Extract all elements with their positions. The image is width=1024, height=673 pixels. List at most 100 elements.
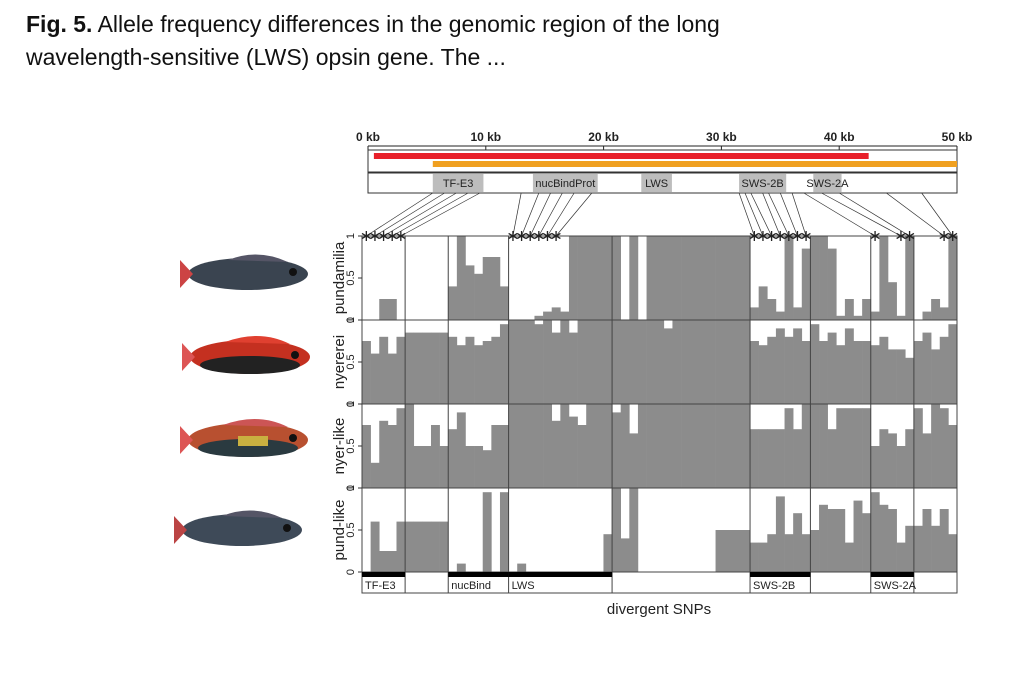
- bar: [499, 425, 509, 488]
- bar: [482, 341, 492, 404]
- bar: [862, 513, 872, 572]
- bar: [913, 525, 923, 572]
- bar: [387, 425, 397, 488]
- bar: [758, 429, 768, 488]
- bar: [629, 433, 639, 488]
- bar: [681, 320, 690, 404]
- bar: [586, 320, 596, 404]
- y-tick-label: 0.5: [345, 438, 357, 453]
- bar: [603, 320, 613, 404]
- bar: [801, 534, 811, 572]
- bar: [870, 446, 880, 488]
- bar: [620, 538, 630, 572]
- bar: [775, 496, 785, 572]
- bar: [491, 425, 501, 488]
- bar: [413, 521, 423, 572]
- bar: [888, 509, 897, 572]
- bar: [801, 341, 811, 404]
- bar: [629, 236, 639, 320]
- panel-label: nyererei: [331, 335, 348, 389]
- bar: [732, 320, 742, 404]
- bar: [603, 236, 613, 320]
- bar: [741, 320, 751, 404]
- y-tick-label: 0: [345, 569, 357, 575]
- group-label: SWS-2B: [753, 580, 795, 592]
- y-tick-label: 1: [345, 233, 357, 239]
- range-bar: [373, 153, 869, 159]
- bar: [715, 404, 725, 488]
- bar: [482, 492, 492, 572]
- bar: [517, 320, 527, 404]
- bar: [724, 404, 734, 488]
- snp-link: [744, 192, 764, 237]
- snp-star: ∗: [541, 228, 554, 245]
- bar: [422, 446, 432, 488]
- bar: [594, 236, 604, 320]
- snp-link: [512, 192, 522, 237]
- y-tick-label: 0.5: [345, 270, 357, 285]
- bar: [939, 307, 949, 320]
- bar: [534, 404, 544, 488]
- bar: [362, 341, 371, 404]
- bar: [715, 320, 725, 404]
- snp-star: ∗: [377, 228, 390, 245]
- bar: [784, 534, 794, 572]
- bar: [948, 324, 958, 404]
- y-tick-label: 1: [345, 485, 357, 491]
- bar: [784, 336, 794, 404]
- snp-star: ∗: [799, 228, 812, 245]
- snp-link: [839, 192, 910, 237]
- bar: [888, 349, 897, 404]
- snp-link: [821, 192, 902, 237]
- bar: [758, 542, 768, 572]
- bar: [629, 320, 639, 404]
- scale-tick-label: 0 kb: [356, 130, 380, 144]
- snp-link: [921, 192, 953, 237]
- caption-text: Allele frequency differences in the geno…: [26, 11, 720, 70]
- y-tick-label: 0: [345, 317, 357, 323]
- bar: [482, 450, 492, 488]
- snp-star: ∗: [765, 228, 778, 245]
- bar: [931, 404, 941, 488]
- snp-star: ∗: [549, 228, 562, 245]
- bar: [672, 236, 682, 320]
- bar: [396, 521, 406, 572]
- bar: [465, 446, 475, 488]
- bar: [620, 320, 630, 404]
- bar: [793, 307, 803, 320]
- bar: [551, 420, 561, 488]
- bar: [775, 429, 785, 488]
- y-tick-label: 1: [345, 317, 357, 323]
- bar: [810, 324, 820, 404]
- bar: [396, 336, 406, 404]
- bar: [896, 542, 906, 572]
- bar: [810, 530, 820, 572]
- bar: [370, 462, 380, 488]
- bar: [853, 315, 863, 320]
- fish-pund-like: [174, 510, 302, 546]
- bar: [767, 429, 777, 488]
- bar: [655, 320, 665, 404]
- range-bar: [432, 161, 957, 167]
- group-bar: [870, 572, 914, 577]
- bar: [750, 341, 759, 404]
- snp-star: ∗: [791, 228, 804, 245]
- bar: [456, 345, 466, 404]
- bar: [732, 404, 742, 488]
- bar: [499, 286, 509, 320]
- bar: [534, 324, 544, 404]
- snp-link: [803, 192, 876, 237]
- snp-star: ∗: [523, 228, 536, 245]
- fish-nyererei: [182, 335, 310, 374]
- bar: [827, 429, 837, 488]
- bar: [655, 404, 665, 488]
- snp-link: [521, 192, 540, 237]
- bar: [465, 336, 475, 404]
- y-tick-label: 0: [345, 485, 357, 491]
- snp-star: ∗: [868, 228, 881, 245]
- group-bar: [508, 572, 613, 577]
- bar: [793, 328, 803, 404]
- snp-star: ∗: [506, 228, 519, 245]
- bar: [775, 328, 785, 404]
